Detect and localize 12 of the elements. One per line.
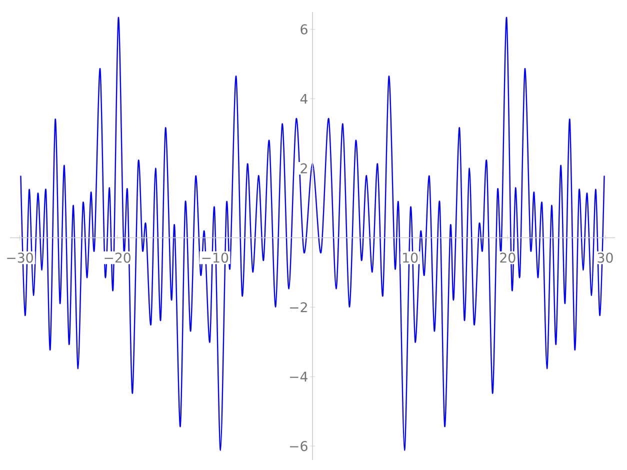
x-tick-label: −30 bbox=[7, 252, 33, 263]
y-tick-label: 2 bbox=[300, 163, 307, 174]
x-tick-label: 10 bbox=[403, 252, 418, 263]
x-tick-label: −20 bbox=[104, 252, 131, 263]
x-tick-label: 30 bbox=[598, 252, 613, 263]
y-tick-label: 4 bbox=[300, 94, 308, 104]
y-tick-label: −6 bbox=[290, 441, 308, 452]
x-tick-label: 20 bbox=[500, 252, 516, 263]
x-tick-label: −10 bbox=[202, 252, 228, 263]
y-tick-label: −4 bbox=[290, 372, 308, 382]
y-tick-label: −2 bbox=[290, 302, 307, 312]
y-tick-label: 6 bbox=[300, 24, 308, 34]
